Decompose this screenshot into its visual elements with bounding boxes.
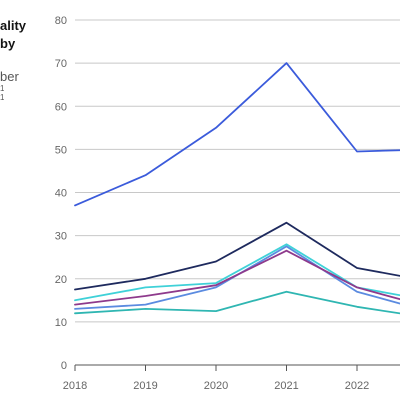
series-line-2 [74, 221, 400, 291]
series-line-3 [74, 243, 400, 302]
x-tick-label: 2022 [345, 380, 369, 392]
y-tick-label: 0 [61, 360, 67, 372]
x-tick-label: 2020 [204, 380, 228, 392]
subtitle-fragment-1: ber [0, 70, 19, 84]
series-line-5 [74, 249, 400, 306]
y-tick-label: 20 [55, 274, 67, 286]
x-tick-label: 2021 [274, 380, 298, 392]
y-tick-label: 70 [55, 58, 67, 70]
note-fragment-1: 1 [0, 84, 5, 93]
series-layer [74, 62, 400, 315]
y-tick-label: 40 [55, 188, 67, 200]
series-line-6 [74, 290, 400, 315]
y-tick-label: 80 [55, 15, 67, 27]
series-line-1 [74, 62, 400, 207]
note-fragment-2: 1 [0, 93, 5, 102]
axis-layer: 0 10 20 30 40 50 60 70 80 2018 2019 2020 2021 2022 [55, 15, 369, 392]
title-fragment-2: by [0, 36, 16, 51]
y-tick-label: 50 [55, 144, 67, 156]
x-tick-label: 2018 [63, 380, 87, 392]
grid-layer [75, 19, 400, 366]
series-line-4 [74, 245, 400, 310]
x-tick-label: 2019 [133, 380, 157, 392]
y-tick-label: 60 [55, 101, 67, 113]
title-fragment-1: ality [0, 18, 27, 33]
y-tick-label: 10 [55, 317, 67, 329]
y-tick-label: 30 [55, 231, 67, 243]
